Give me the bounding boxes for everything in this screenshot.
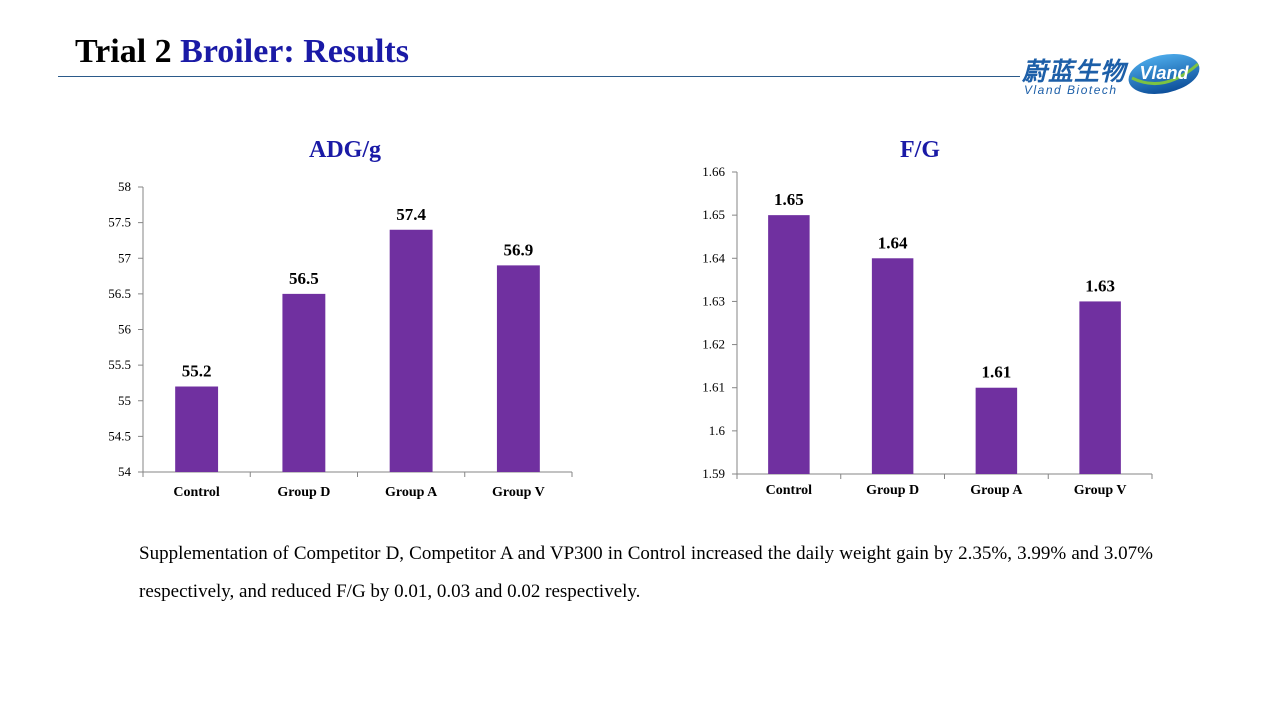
chart-title: F/G xyxy=(900,137,940,163)
logo-badge-icon: Vland xyxy=(1126,50,1202,96)
x-category-label: Group A xyxy=(385,485,438,500)
y-tick-label: 58 xyxy=(118,179,131,194)
bar-group-a xyxy=(975,387,1018,474)
x-category-label: Group V xyxy=(1074,483,1127,498)
chart-title: ADG/g xyxy=(309,137,381,163)
logo-badge-text: Vland xyxy=(1139,63,1189,83)
bar-group-a xyxy=(389,229,433,472)
data-label: 56.9 xyxy=(504,240,534,259)
bar-group-v xyxy=(1079,301,1121,474)
y-tick-label: 1.59 xyxy=(702,466,725,481)
data-label: 55.2 xyxy=(182,362,212,381)
y-tick-label: 1.63 xyxy=(702,293,725,308)
bar-group-d xyxy=(871,258,914,474)
x-category-label: Control xyxy=(766,483,813,498)
logo-badge-graphic: Vland xyxy=(1128,53,1200,95)
data-label: 57.4 xyxy=(396,205,426,224)
logo-chinese-name: 蔚蓝生物 xyxy=(1022,57,1127,86)
x-category-label: Group A xyxy=(970,483,1023,498)
results-summary: Supplementation of Competitor D, Competi… xyxy=(139,543,1153,602)
x-category-label: Control xyxy=(173,485,220,500)
y-tick-label: 56.5 xyxy=(108,286,131,301)
bar-control xyxy=(768,215,810,474)
y-tick-label: 1.64 xyxy=(702,250,725,265)
slide-title-main: Broiler: Results xyxy=(180,33,409,70)
bar-group-d xyxy=(282,293,326,472)
chart-fg: F/G 1.59 1.6 1.61 1.62 1.63 1.64 1.65 1.66 1.65 Co… xyxy=(702,137,1153,498)
x-category-label: Group V xyxy=(492,485,545,500)
y-tick-label: 54 xyxy=(118,464,132,479)
data-label: 1.65 xyxy=(774,190,804,209)
y-tick-label: 55 xyxy=(118,393,131,408)
x-category-label: Group D xyxy=(866,483,919,498)
y-tick-label: 1.61 xyxy=(702,380,725,395)
y-tick-label: 54.5 xyxy=(108,428,131,443)
y-tick-label: 55.5 xyxy=(108,357,131,372)
y-tick-label: 1.66 xyxy=(702,164,725,179)
vland-biotech-logo: 蔚蓝生物 Vland Biotech Vland xyxy=(1018,48,1208,100)
y-tick-label: 56 xyxy=(118,322,132,337)
slide-title: Trial 2 Broiler: Results xyxy=(75,30,409,74)
data-label: 1.61 xyxy=(982,363,1012,382)
slide-title-prefix: Trial 2 xyxy=(75,33,172,70)
bar-control xyxy=(175,386,219,472)
y-tick-label: 1.65 xyxy=(702,207,725,222)
data-label: 1.63 xyxy=(1085,276,1115,295)
logo-english-name: Vland Biotech xyxy=(1024,83,1118,97)
x-category-label: Group D xyxy=(277,485,330,500)
chart-adg: ADG/g 54 54.5 55 55.5 56 56.5 57 57.5 58 55.2 Contr… xyxy=(108,137,573,500)
y-tick-label: 1.6 xyxy=(709,423,726,438)
title-underline xyxy=(58,76,1020,77)
y-tick-label: 1.62 xyxy=(702,337,725,352)
y-tick-label: 57.5 xyxy=(108,215,131,230)
data-label: 56.5 xyxy=(289,269,319,288)
y-tick-label: 57 xyxy=(118,250,132,265)
data-label: 1.64 xyxy=(878,233,908,252)
bar-group-v xyxy=(496,265,540,472)
